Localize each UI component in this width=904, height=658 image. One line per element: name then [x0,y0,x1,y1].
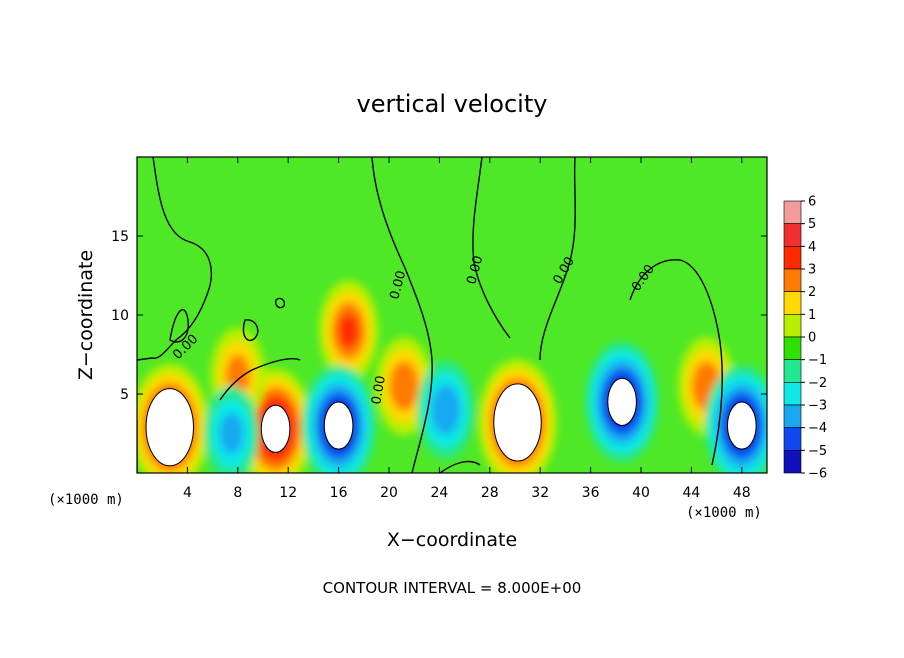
colorbar: 6 5 4 3 2 1 0 −1 −2 −3 −4 −5 −6 [783,195,827,482]
x-axis-label: X−coordinate [387,529,517,551]
colorbar-swatch [783,200,802,224]
velocity-core [145,388,194,467]
y-tick-label: 10 [111,308,129,324]
y-tick-label: 15 [111,229,129,245]
y-axis-label: Z−coordinate [75,250,97,380]
colorbar-label: −4 [808,421,827,436]
x-unit-right: (×1000 m) [686,505,762,521]
x-tick-label: 32 [531,485,549,501]
velocity-cell [338,313,359,348]
colorbar-label: −6 [808,467,827,482]
x-tick-label: 24 [430,485,448,501]
x-tick-label: 16 [330,485,348,501]
x-tick-label: 28 [481,485,499,501]
colorbar-label: 0 [808,331,816,346]
x-tick-label: 44 [682,485,700,501]
contour-label: 0.00 [369,375,389,406]
colorbar-label: 5 [808,217,816,232]
colorbar-label: −1 [808,353,827,368]
colorbar-swatch [783,268,802,292]
zero-contours [137,157,723,473]
colorbar-swatch [783,427,802,451]
colorbar-label: 2 [808,285,816,300]
zero-contour-line [219,358,301,401]
velocity-core [260,404,291,453]
velocity-core [607,377,637,426]
x-tick-label: 40 [632,485,650,501]
zero-contour-line [629,259,723,466]
contour-label: 0.00 [464,254,486,286]
colorbar-label: 1 [808,308,816,323]
colorbar-swatch [783,450,802,474]
plot-area: 0.00 0.00 0.00 0.00 0.00 0.00 [137,157,767,473]
x-tick-label: 36 [582,485,600,501]
x-tick-label: 8 [233,485,242,501]
x-tick-label: 12 [279,485,297,501]
zero-contour-line [274,297,286,309]
colorbar-label: 6 [808,195,816,210]
chart-title: vertical velocity [357,90,548,118]
zero-contour-line [439,460,481,473]
x-tick-label: 20 [380,485,398,501]
velocity-core [493,383,542,462]
zero-contour-line [472,157,511,339]
colorbar-label: −5 [808,444,827,459]
y-tick-label: 5 [120,387,129,403]
colorbar-label: 4 [808,240,816,255]
colorbar-swatch [783,336,802,360]
colorbar-label: 3 [808,263,816,278]
velocity-cores [145,377,757,467]
colorbar-swatch [783,246,802,270]
x-tick-label: 4 [183,485,192,501]
y-axis-ticks: 5 10 15 [111,229,767,403]
zero-contour-line [137,157,213,361]
colorbar-swatch [783,359,802,383]
colorbar-swatch [783,314,802,338]
velocity-core [726,401,757,450]
colorbar-swatch [783,382,802,406]
velocity-core [323,401,354,450]
zero-contour-line [371,157,433,473]
x-axis-ticks: 4 8 12 16 20 24 28 32 36 40 44 48 [183,157,751,501]
velocity-cell [219,413,244,454]
contour-label: 0.00 [387,269,409,301]
colorbar-swatch [783,404,802,428]
colorbar-label: −2 [808,376,827,391]
x-unit-left: (×1000 m) [48,492,124,508]
zero-contour-line [539,157,576,361]
colorbar-swatch [783,223,802,247]
x-tick-label: 48 [733,485,751,501]
velocity-cell [431,385,460,435]
colorbar-label: −3 [808,399,827,414]
colorbar-swatch [783,291,802,315]
velocity-cell [389,361,419,411]
zero-contour-line [242,319,259,342]
zero-contour-line [169,308,189,343]
contour-interval: CONTOUR INTERVAL = 8.000E+00 [323,579,582,597]
